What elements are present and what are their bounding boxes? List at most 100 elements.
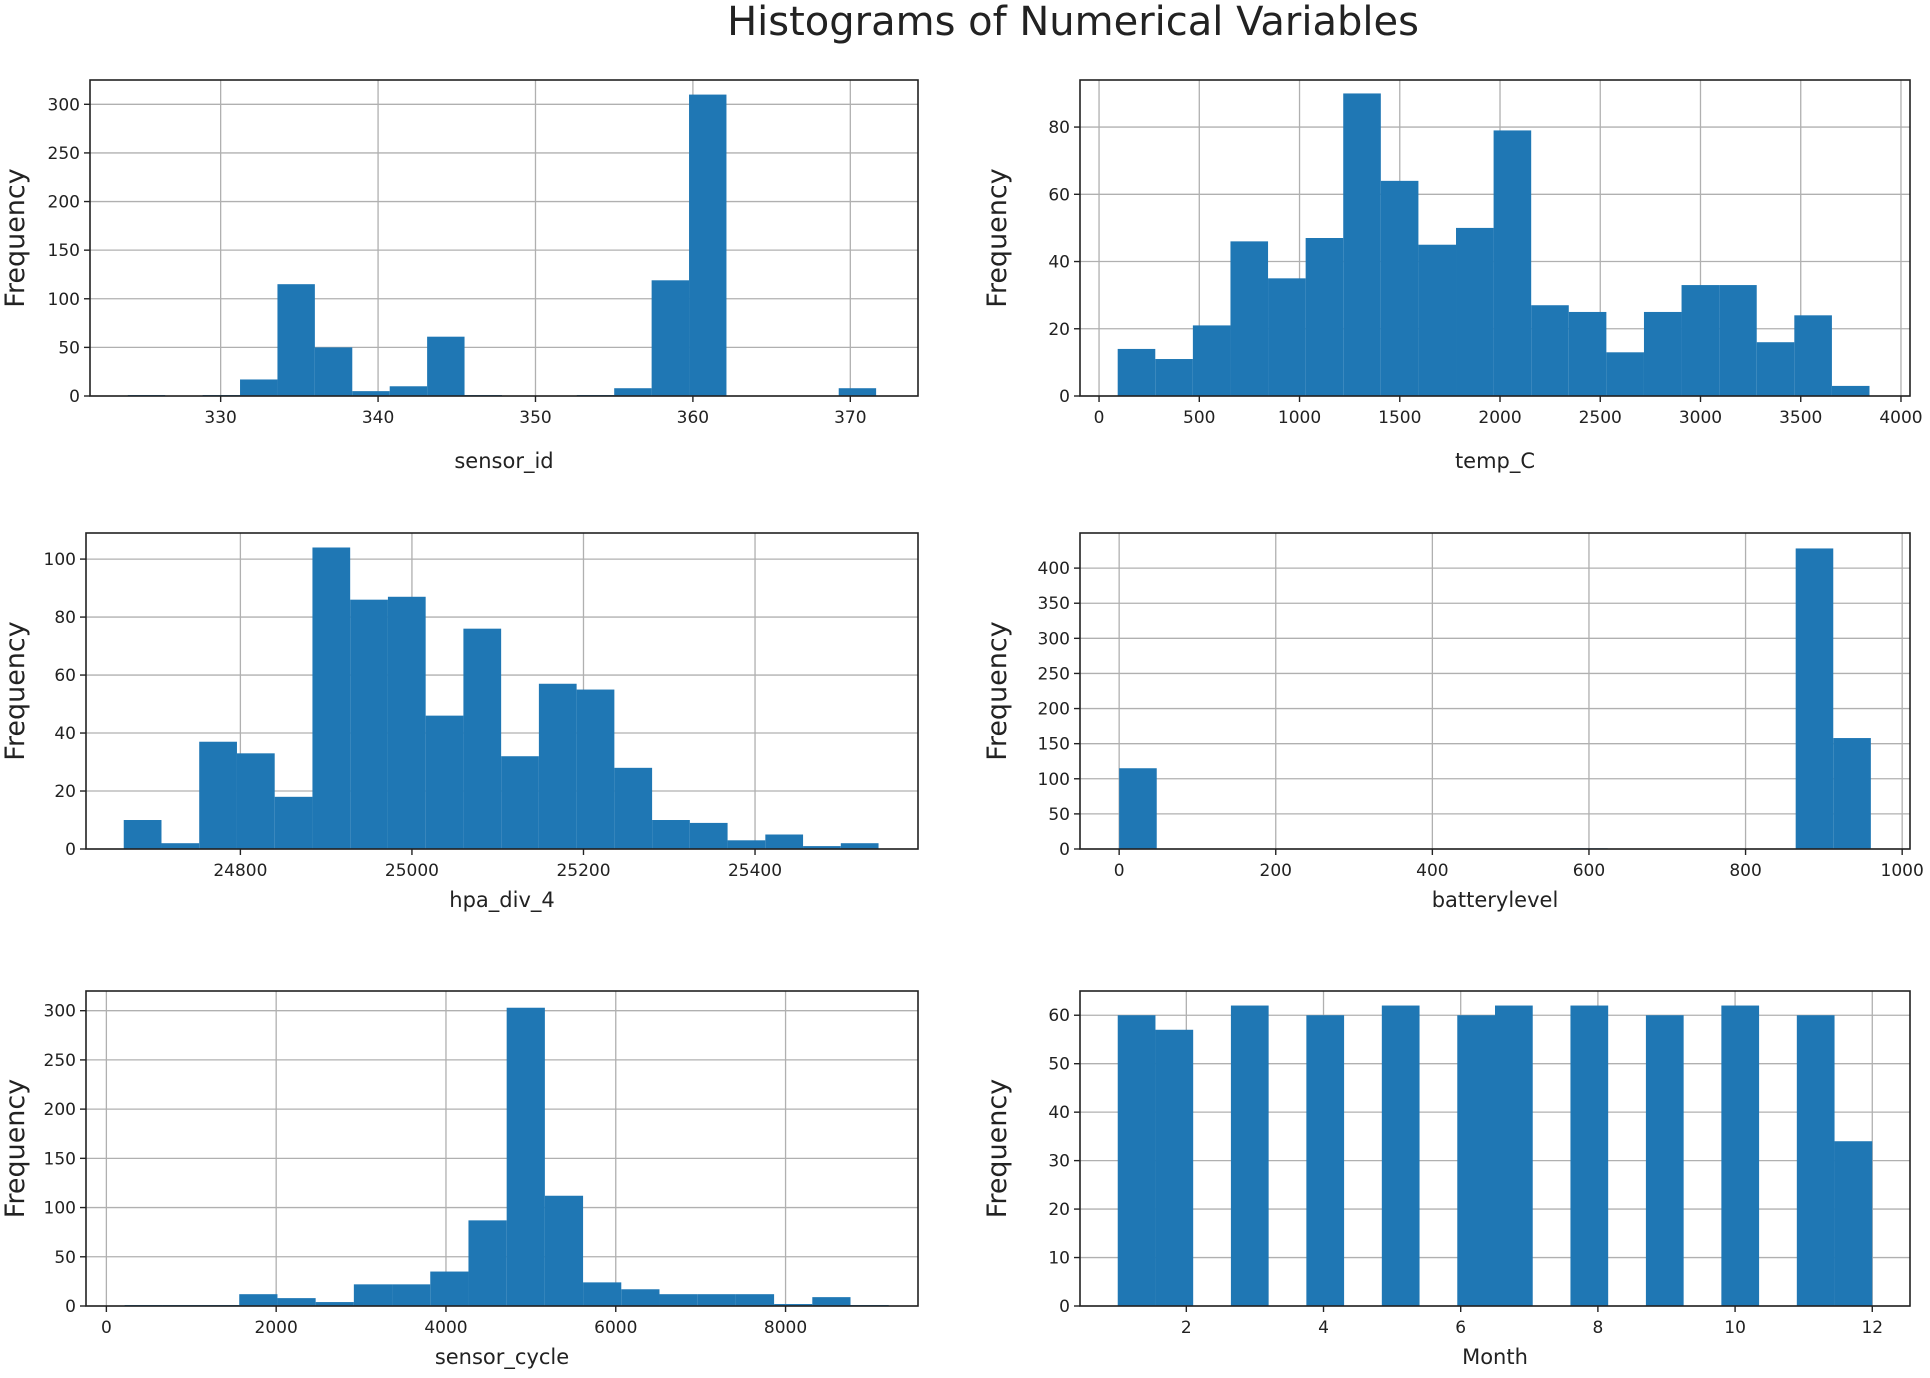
histogram-bar <box>1495 1005 1533 1306</box>
histogram-bar <box>1117 1015 1156 1306</box>
histogram-bar <box>1570 1005 1609 1306</box>
histogram-bar <box>1681 285 1720 396</box>
x-tick-label: 1000 <box>1881 861 1924 881</box>
histogram-bar <box>277 1298 316 1306</box>
histogram-bar <box>1230 241 1269 396</box>
histogram-bar <box>1119 768 1157 849</box>
histogram-bar <box>199 741 237 849</box>
plot-frame <box>89 79 919 397</box>
y-tick-label: 0 <box>1059 840 1070 860</box>
histogram-bar <box>236 753 275 849</box>
x-tick-label: 370 <box>834 408 866 428</box>
y-tick-label: 40 <box>54 724 76 744</box>
histogram-bar <box>651 280 690 396</box>
histogram-bar <box>1192 325 1231 396</box>
x-tick-label: 4 <box>1318 1318 1329 1338</box>
x-tick-label: 6 <box>1455 1318 1466 1338</box>
y-tick-label: 20 <box>54 782 76 802</box>
histogram-bar <box>312 547 351 849</box>
histogram-bar <box>689 822 728 849</box>
histogram-bar <box>277 284 315 396</box>
y-tick-label: 300 <box>48 95 80 115</box>
x-tick-label: 2500 <box>1579 408 1622 428</box>
x-tick-label: 24800 <box>213 861 267 881</box>
histogram-bar <box>427 336 465 396</box>
histogram-bar <box>501 756 539 849</box>
histogram-bar <box>350 599 388 849</box>
y-tick-label: 20 <box>1048 320 1070 340</box>
x-tick-label: 600 <box>1573 861 1605 881</box>
histogram-bar <box>1155 359 1193 396</box>
x-tick-label: 4000 <box>1879 408 1922 428</box>
y-tick-label: 60 <box>1048 185 1070 205</box>
plot-frame <box>1079 79 1911 397</box>
x-tick-label: 3500 <box>1779 408 1822 428</box>
x-axis-label: Month <box>1462 1345 1528 1369</box>
y-tick-label: 250 <box>1038 664 1070 684</box>
histogram-bar <box>161 843 200 849</box>
y-tick-label: 0 <box>65 1297 76 1317</box>
x-axis-label: sensor_id <box>454 449 553 474</box>
histogram-bar <box>1568 311 1607 396</box>
histogram-bar <box>838 388 877 396</box>
histogram-bar <box>765 834 804 849</box>
x-axis-label: batterylevel <box>1432 888 1559 912</box>
histogram-bar <box>1606 352 1644 396</box>
histogram-bar <box>659 1294 698 1306</box>
x-tick-label: 400 <box>1416 861 1448 881</box>
x-tick-label: 6000 <box>594 1318 637 1338</box>
histogram-bar <box>576 689 615 849</box>
histogram-Month: 2 4 6 8 10 12 0 10 20 30 40 50 60 Month Frequency <box>982 990 1911 1369</box>
histogram-bar <box>1343 93 1381 396</box>
y-tick-label: 80 <box>1048 118 1070 138</box>
x-tick-label: 200 <box>1260 861 1292 881</box>
x-tick-label: 2000 <box>1478 408 1521 428</box>
y-tick-label: 60 <box>54 666 76 686</box>
x-tick-label: 2000 <box>255 1318 298 1338</box>
y-tick-label: 300 <box>1038 629 1070 649</box>
histogram-bar <box>727 840 766 849</box>
x-tick-label: 12 <box>1861 1318 1883 1338</box>
y-tick-label: 150 <box>48 241 80 261</box>
histogram-bar <box>840 843 879 849</box>
histogram-bar <box>1719 285 1757 396</box>
y-axis-label: Frequency <box>982 168 1013 308</box>
histogram-bar <box>544 1195 584 1306</box>
histogram-bar <box>1456 227 1494 396</box>
x-tick-label: 8000 <box>764 1318 807 1338</box>
y-tick-label: 0 <box>65 840 76 860</box>
histogram-bar <box>1643 311 1682 396</box>
histogram-bar <box>583 1282 622 1306</box>
x-tick-label: 0 <box>1094 408 1105 428</box>
y-tick-label: 400 <box>1038 559 1070 579</box>
x-axis-label: hpa_div_4 <box>449 888 554 913</box>
y-axis-label: Frequency <box>982 621 1013 761</box>
histogram-panels: 330 340 350 360 370050100150200250300sensor_… <box>0 79 1924 1370</box>
x-tick-label: 800 <box>1729 861 1761 881</box>
y-tick-label: 100 <box>44 550 76 570</box>
histogram-bar <box>614 388 652 396</box>
x-axis-label: sensor_cycle <box>435 1345 569 1370</box>
histogram-sensor_id: 330 340 350 360 370 0 50 100 150 200 250 300 sensor_… <box>0 79 919 474</box>
histogram-bar <box>689 94 727 396</box>
x-tick-label: 0 <box>1114 861 1125 881</box>
histogram-bar <box>506 1007 545 1306</box>
histogram-bar <box>1834 1141 1873 1306</box>
y-tick-label: 200 <box>48 193 80 213</box>
y-tick-label: 50 <box>54 1248 76 1268</box>
histogram-bar <box>123 820 162 849</box>
histogram-bar <box>314 347 353 396</box>
histogram-bar <box>1418 244 1457 396</box>
plot-frame <box>85 990 919 1307</box>
histogram-bar <box>1117 348 1156 396</box>
y-tick-label: 350 <box>1038 594 1070 614</box>
y-tick-label: 250 <box>48 144 80 164</box>
y-tick-label: 0 <box>1059 387 1070 407</box>
histogram-bar <box>1493 130 1532 396</box>
histogram-bar <box>463 628 502 849</box>
histogram-bar <box>1381 1005 1420 1306</box>
histogram-hpa_div_4: 24800 25000 25200 25400 0 20 40 60 80 100 hpa_div_… <box>0 532 919 913</box>
figure-title: Histograms of Numerical Variables <box>727 0 1419 45</box>
y-tick-label: 20 <box>1048 1200 1070 1220</box>
x-tick-label: 360 <box>677 408 709 428</box>
